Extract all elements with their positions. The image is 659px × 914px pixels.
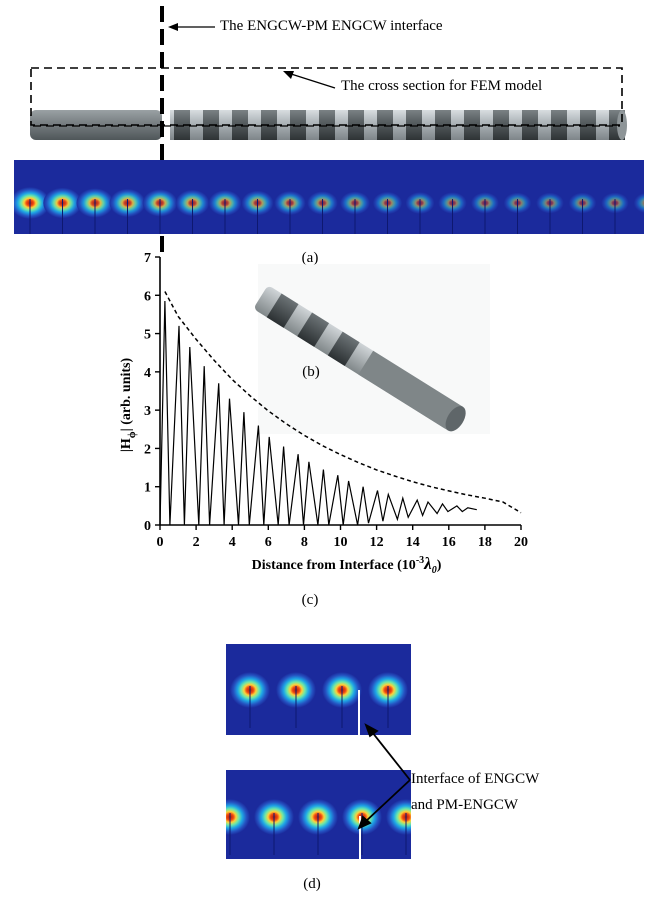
inset-b xyxy=(255,264,490,434)
x-tick-label: 8 xyxy=(301,535,308,550)
rod-end-cap xyxy=(617,110,627,140)
rod-stripe xyxy=(174,110,190,140)
y-tick-label: 4 xyxy=(144,366,151,381)
rod-stripe xyxy=(522,110,538,140)
x-tick-label: 0 xyxy=(157,535,164,550)
y-tick-label: 7 xyxy=(144,251,151,266)
strip-d-bottom-field-blob xyxy=(226,799,250,835)
field-strip-a xyxy=(14,160,644,234)
x-tick-label: 10 xyxy=(334,535,348,550)
cross-section-label: The cross section for FEM model xyxy=(341,78,543,94)
x-tick-label: 14 xyxy=(406,535,420,550)
rod-stripe xyxy=(551,110,567,140)
x-tick-label: 4 xyxy=(229,535,236,550)
y-tick-label: 5 xyxy=(144,328,151,343)
y-tick-label: 1 xyxy=(144,481,151,496)
x-tick-label: 16 xyxy=(442,535,456,550)
rod-stripe xyxy=(290,110,306,140)
field-series-line xyxy=(159,300,477,526)
y-axis-label: |Hϕ| (arb. units) xyxy=(119,357,138,452)
rod-diagram xyxy=(30,6,627,258)
fem-cross-section-box xyxy=(30,67,623,126)
caption-c: (c) xyxy=(301,592,319,608)
x-tick-label: 2 xyxy=(193,535,200,550)
strip-a-field-blob xyxy=(14,187,50,219)
interface-note-line1: Interface of ENGCW xyxy=(411,771,540,787)
x-tick-label: 6 xyxy=(265,535,272,550)
caption-b: (b) xyxy=(302,364,320,380)
field-pattern-a xyxy=(14,187,644,234)
envelope-series-line xyxy=(164,291,522,514)
field-strip-d-top xyxy=(226,644,411,735)
y-tick-label: 0 xyxy=(144,519,151,534)
interface-note-line2: and PM-ENGCW xyxy=(411,797,519,813)
y-tick-label: 2 xyxy=(144,442,151,457)
panel-a: The ENGCW-PM ENGCW interface The cross s… xyxy=(0,0,659,266)
strip-a-field-blob xyxy=(633,192,644,214)
strip-d-bottom-field-blob xyxy=(386,799,411,835)
x-tick-label: 18 xyxy=(478,535,492,550)
x-tick-label: 12 xyxy=(370,535,384,550)
rod-stripe xyxy=(406,110,422,140)
caption-d: (d) xyxy=(303,876,321,892)
cross-section-arrow xyxy=(283,71,336,89)
interface-arrow xyxy=(168,23,215,31)
field-strip-d-bottom xyxy=(226,770,411,859)
y-tick-label: 6 xyxy=(144,289,151,304)
x-axis-label: Distance from Interface (10-3λ0) xyxy=(252,554,442,576)
y-tick-label: 3 xyxy=(144,404,151,419)
x-tick-label: 20 xyxy=(514,535,528,550)
caption-a: (a) xyxy=(301,250,319,266)
field-pattern-d-top xyxy=(230,672,408,735)
interface-label: The ENGCW-PM ENGCW interface xyxy=(220,18,443,34)
field-pattern-d-bottom xyxy=(226,799,411,859)
